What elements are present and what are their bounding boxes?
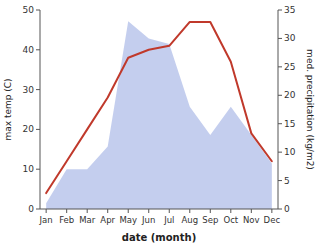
area: [46, 21, 272, 209]
x-tick: [189, 209, 190, 213]
x-tick-label: Apr: [100, 215, 115, 225]
x-tick-label: Feb: [59, 215, 74, 225]
x-tick-label: Oct: [223, 215, 238, 225]
x-tick: [148, 209, 149, 213]
y2-tick-label: 10: [284, 147, 296, 157]
y2-axis-label: med. precipitation (kg/m2): [305, 49, 315, 170]
y2-tick-label: 30: [284, 33, 296, 43]
x-tick: [107, 209, 108, 213]
x-tick-label: Aug: [181, 215, 198, 225]
x-tick: [210, 209, 211, 213]
y-tick: [36, 129, 40, 130]
y2-tick: [278, 95, 282, 96]
y2-tick-label: 35: [284, 5, 295, 15]
y2-tick: [278, 66, 282, 67]
x-axis-label: date (month): [122, 232, 196, 243]
y-tick-label: 50: [23, 5, 35, 15]
y-axis-label: max temp (C): [3, 78, 13, 140]
y2-tick: [278, 38, 282, 39]
y-tick-label: 40: [23, 45, 35, 55]
y-tick: [36, 49, 40, 50]
x-tick: [46, 209, 47, 213]
y2-tick-label: 5: [284, 176, 290, 186]
x-tick-label: Dec: [264, 215, 281, 225]
y2-tick: [278, 209, 282, 210]
y2-axis-line: [278, 10, 279, 209]
y-axis-line: [40, 10, 41, 209]
y2-tick-label: 25: [284, 62, 295, 72]
background: [0, 0, 318, 247]
y-tick-label: 20: [23, 124, 35, 134]
y2-tick-label: 20: [284, 90, 296, 100]
plot-area: [46, 21, 272, 209]
x-tick: [87, 209, 88, 213]
axes: 0 10 20 30 40 50 0 5 10 15 20 25 30 35 Jan Feb Mar Apr May…: [23, 5, 296, 225]
y2-tick-label: 0: [284, 204, 290, 214]
y-tick-label: 30: [23, 85, 35, 95]
y2-tick: [278, 123, 282, 124]
y-tick-label: 0: [28, 204, 34, 214]
y2-tick-label: 15: [284, 119, 295, 129]
y2-tick: [278, 180, 282, 181]
x-tick-label: Sep: [202, 215, 218, 225]
x-tick: [66, 209, 67, 213]
y-tick: [36, 10, 40, 11]
x-tick-label: Jan: [39, 215, 53, 225]
x-tick-label: Nov: [243, 215, 260, 225]
y2-tick: [278, 10, 282, 11]
chart: 0 10 20 30 40 50 0 5 10 15 20 25 30 35 Jan Feb Mar Apr May…: [0, 0, 318, 247]
x-tick-label: May: [119, 215, 137, 225]
y-tick: [36, 89, 40, 90]
y-tick: [36, 169, 40, 170]
x-tick: [251, 209, 252, 213]
y-tick-label: 10: [23, 164, 35, 174]
x-tick-label: Jun: [141, 215, 155, 225]
x-tick: [271, 209, 272, 213]
x-axis-line: [40, 209, 278, 210]
x-tick-label: Mar: [79, 215, 96, 225]
x-tick: [230, 209, 231, 213]
x-tick-label: Jul: [163, 215, 174, 225]
x-tick: [169, 209, 170, 213]
line: [46, 22, 272, 193]
y-tick: [36, 209, 40, 210]
y2-tick: [278, 152, 282, 153]
x-tick: [128, 209, 129, 213]
